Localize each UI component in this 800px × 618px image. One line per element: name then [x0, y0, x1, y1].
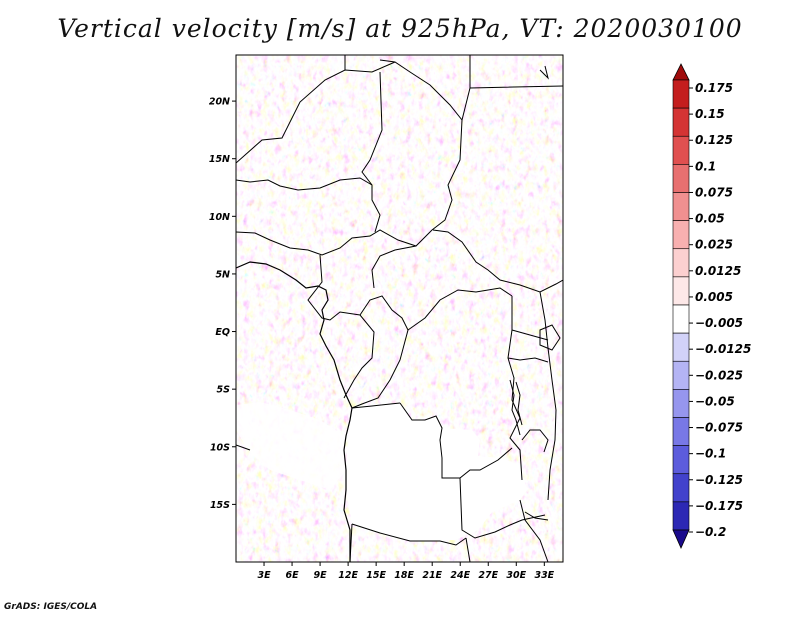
- lon-tick-label: 30E: [506, 570, 526, 581]
- colorbar-label: 0.175: [695, 81, 733, 95]
- colorbar-swatch: [672, 220, 690, 250]
- lon-tick-label: 18E: [394, 570, 414, 581]
- lat-tick-label: 20N: [209, 97, 230, 108]
- lon-tick-label: 9E: [314, 570, 328, 581]
- grads-credit: GrADS: IGES/COLA: [4, 602, 98, 612]
- colorbar-swatch: [672, 276, 690, 306]
- coastline: [236, 261, 353, 562]
- lat-tick-label: EQ: [215, 327, 230, 338]
- colorbar-top-triangle: [672, 63, 690, 81]
- colorbar-label: −0.175: [695, 499, 743, 513]
- colorbar-swatch: [672, 473, 690, 503]
- colorbar-label: 0.05: [695, 212, 725, 226]
- blank-region: [344, 403, 527, 541]
- colorbar-label: −0.0125: [695, 342, 751, 356]
- colorbar-label: −0.075: [695, 421, 743, 435]
- colorbar-swatch: [672, 79, 690, 109]
- colorbar-swatch: [672, 389, 690, 418]
- colorbar-bottom-triangle: [672, 529, 690, 549]
- lon-tick-label: 3E: [257, 570, 271, 581]
- colorbar-swatch: [672, 164, 690, 193]
- colorbar: 0.175 0.15 0.125 0.1 0.075 0.05 0.025 0.0125 0.0…: [672, 63, 751, 549]
- colorbar-swatch: [672, 417, 690, 446]
- lat-tick-label: 15S: [210, 500, 230, 511]
- colorbar-label: −0.05: [695, 394, 735, 408]
- lat-tick-label: 10N: [209, 212, 230, 223]
- colorbar-label: −0.005: [695, 316, 743, 330]
- colorbar-label: 0.075: [695, 185, 733, 199]
- colorbar-label: 0.1: [695, 159, 716, 173]
- colorbar-swatch: [672, 445, 690, 475]
- colorbar-swatch: [672, 501, 690, 531]
- plot-title: Vertical velocity [m/s] at 925hPa, VT: 2…: [57, 14, 743, 43]
- lon-tick-label: 15E: [366, 570, 386, 581]
- lat-tick-label: 15N: [209, 154, 230, 165]
- lon-tick-label: 27E: [478, 570, 498, 581]
- colorbar-swatch: [672, 248, 690, 278]
- colorbar-label: −0.1: [695, 447, 726, 461]
- colorbar-swatch: [672, 304, 690, 334]
- lon-tick-label: 33E: [534, 570, 554, 581]
- lon-tick-label: 21E: [422, 570, 442, 581]
- colorbar-label: 0.125: [695, 133, 733, 147]
- lon-tick-label: 24E: [450, 570, 470, 581]
- colorbar-label: 0.005: [695, 290, 733, 304]
- colorbar-swatch: [672, 135, 690, 165]
- map-frame: [235, 54, 564, 563]
- colorbar-swatch: [672, 192, 690, 221]
- blank-region-2: [236, 402, 346, 490]
- colorbar-label: −0.025: [695, 368, 743, 382]
- lat-tick-label: 5N: [215, 269, 230, 280]
- lon-tick-label: 6E: [286, 570, 300, 581]
- colorbar-label: 0.15: [695, 107, 725, 121]
- colorbar-swatch: [672, 107, 690, 137]
- colorbar-label: −0.125: [695, 473, 743, 487]
- country-borders: [236, 55, 563, 562]
- lat-tick-label: 10S: [210, 442, 230, 453]
- lon-tick-label: 12E: [338, 570, 358, 581]
- map-panel: [236, 55, 563, 562]
- lat-tick-label: 5S: [217, 385, 231, 396]
- colorbar-swatch: [672, 360, 690, 390]
- colorbar-label: −0.2: [695, 525, 726, 539]
- lakes: [509, 65, 561, 521]
- colorbar-label: 0.025: [695, 238, 733, 252]
- axis-ticks: 20N 15N 10N 5N EQ 5S 10S 15S 3E 6E 9E 12E 15E 18E 21E 2…: [209, 97, 555, 581]
- colorbar-swatch: [672, 332, 690, 362]
- colorbar-label: 0.0125: [695, 264, 741, 278]
